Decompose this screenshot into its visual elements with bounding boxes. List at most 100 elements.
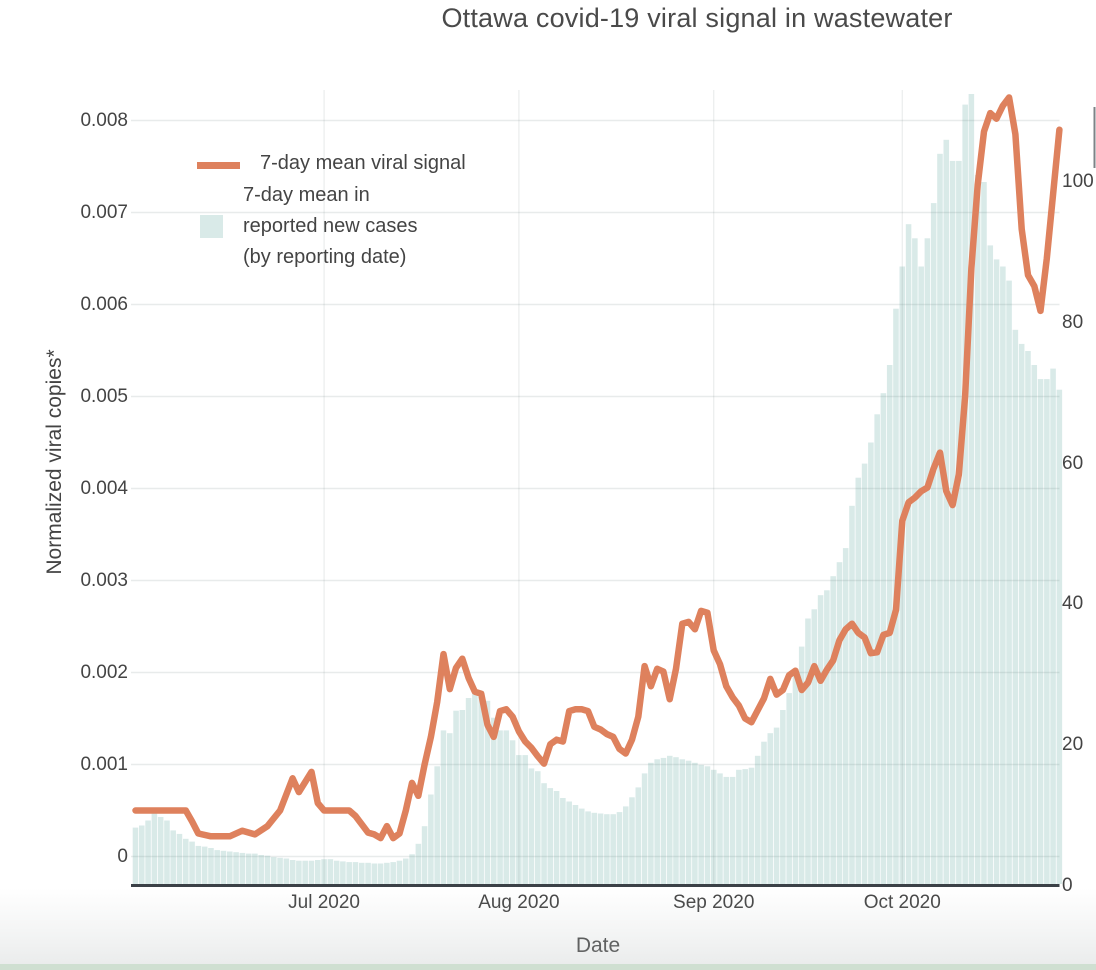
- case-bar[interactable]: [717, 773, 723, 884]
- case-bar[interactable]: [384, 862, 390, 884]
- case-bar[interactable]: [535, 771, 541, 884]
- case-bar[interactable]: [340, 861, 346, 884]
- case-bar[interactable]: [478, 691, 484, 884]
- case-bar[interactable]: [761, 741, 767, 884]
- case-bar[interactable]: [616, 812, 623, 884]
- case-bar[interactable]: [956, 160, 962, 884]
- case-bar[interactable]: [685, 760, 692, 884]
- case-bar[interactable]: [491, 717, 497, 884]
- case-bar[interactable]: [748, 767, 755, 884]
- case-bar[interactable]: [698, 764, 704, 884]
- case-bar[interactable]: [428, 794, 434, 885]
- case-bar[interactable]: [974, 175, 981, 884]
- case-bar[interactable]: [1056, 389, 1063, 884]
- case-bar[interactable]: [183, 838, 189, 884]
- case-bar[interactable]: [937, 153, 943, 885]
- case-bar[interactable]: [164, 820, 170, 885]
- case-bar[interactable]: [924, 238, 931, 885]
- case-bar[interactable]: [786, 693, 792, 884]
- case-bar[interactable]: [321, 859, 327, 884]
- case-bar[interactable]: [729, 776, 736, 884]
- case-bar[interactable]: [855, 477, 862, 884]
- case-bar[interactable]: [943, 139, 950, 885]
- case-bar[interactable]: [151, 813, 158, 885]
- case-bar[interactable]: [447, 733, 453, 884]
- case-bar[interactable]: [214, 850, 220, 884]
- case-bar[interactable]: [679, 759, 686, 884]
- case-bar[interactable]: [415, 843, 422, 884]
- case-bar[interactable]: [509, 740, 516, 884]
- case-bar[interactable]: [912, 238, 918, 885]
- case-bar[interactable]: [660, 757, 667, 884]
- case-bar[interactable]: [899, 266, 906, 885]
- case-bar[interactable]: [277, 857, 283, 884]
- case-bar[interactable]: [459, 710, 466, 884]
- case-bar[interactable]: [648, 762, 654, 884]
- case-bar[interactable]: [868, 442, 874, 885]
- case-bar[interactable]: [365, 862, 371, 884]
- case-bar[interactable]: [773, 727, 780, 884]
- case-bar[interactable]: [629, 797, 635, 884]
- legend-item-reported-cases[interactable]: 7-day mean in reported new cases (by rep…: [190, 180, 466, 273]
- case-bar[interactable]: [346, 862, 352, 884]
- case-bar[interactable]: [176, 833, 183, 884]
- case-bar[interactable]: [798, 646, 805, 884]
- case-bar[interactable]: [289, 860, 296, 884]
- case-bar[interactable]: [258, 855, 264, 884]
- case-bar[interactable]: [1012, 329, 1019, 884]
- case-bar[interactable]: [1025, 351, 1031, 884]
- case-bar[interactable]: [239, 852, 246, 884]
- case-bar[interactable]: [673, 757, 679, 884]
- legend-item-viral-signal[interactable]: 7-day mean viral signal: [190, 150, 466, 176]
- case-bar[interactable]: [245, 853, 252, 884]
- case-bar[interactable]: [623, 806, 629, 884]
- case-bar[interactable]: [352, 862, 359, 884]
- case-bar[interactable]: [170, 830, 176, 884]
- case-bar[interactable]: [220, 850, 227, 884]
- case-bar[interactable]: [465, 698, 472, 884]
- case-bar[interactable]: [541, 783, 547, 884]
- case-bar[interactable]: [201, 846, 208, 884]
- case-bar[interactable]: [547, 788, 554, 884]
- case-bar[interactable]: [585, 811, 591, 884]
- case-bar[interactable]: [962, 104, 968, 885]
- case-bar[interactable]: [610, 814, 616, 884]
- case-bar[interactable]: [327, 859, 334, 884]
- case-bar[interactable]: [1037, 379, 1044, 884]
- case-bar[interactable]: [667, 755, 673, 884]
- case-bar[interactable]: [264, 855, 271, 884]
- case-bar[interactable]: [139, 825, 145, 885]
- case-bar[interactable]: [949, 160, 956, 884]
- case-bar[interactable]: [780, 710, 786, 884]
- case-bar[interactable]: [377, 863, 384, 885]
- case-bar[interactable]: [767, 733, 774, 884]
- case-bar[interactable]: [993, 259, 1000, 884]
- case-bar[interactable]: [981, 182, 987, 884]
- case-bar[interactable]: [233, 852, 239, 884]
- case-bar[interactable]: [842, 548, 849, 884]
- case-bar[interactable]: [692, 762, 698, 884]
- case-bar[interactable]: [654, 759, 660, 884]
- case-bar[interactable]: [1018, 343, 1025, 884]
- case-bar[interactable]: [472, 693, 478, 884]
- case-bar[interactable]: [1044, 379, 1050, 884]
- case-bar[interactable]: [566, 801, 572, 885]
- case-bar[interactable]: [918, 266, 924, 885]
- case-bar[interactable]: [817, 595, 824, 884]
- case-bar[interactable]: [930, 203, 937, 885]
- case-bar[interactable]: [503, 730, 510, 884]
- case-bar[interactable]: [987, 245, 994, 884]
- case-bar[interactable]: [905, 224, 912, 884]
- case-bar[interactable]: [604, 814, 610, 884]
- case-bar[interactable]: [409, 854, 415, 884]
- case-bar[interactable]: [711, 769, 717, 884]
- case-bar[interactable]: [736, 769, 742, 884]
- case-bar[interactable]: [396, 860, 403, 884]
- case-bar[interactable]: [635, 787, 642, 884]
- case-bar[interactable]: [830, 576, 836, 884]
- case-bar[interactable]: [208, 848, 214, 884]
- case-bar[interactable]: [390, 862, 396, 884]
- case-bar[interactable]: [522, 755, 528, 884]
- case-bar[interactable]: [145, 820, 151, 885]
- case-bar[interactable]: [189, 841, 195, 884]
